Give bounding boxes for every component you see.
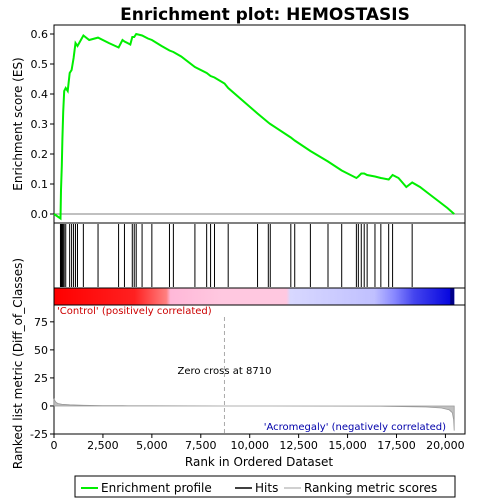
legend-label-metric: Ranking metric scores [304, 481, 437, 495]
metric-ytick-label: 0 [41, 400, 48, 413]
chart-title: Enrichment plot: HEMOSTASIS [120, 5, 410, 25]
es-ylabel: Enrichment score (ES) [11, 57, 25, 190]
metric-ytick-label: 50 [34, 344, 48, 357]
x-tick-label: 5,000 [136, 439, 168, 452]
rank-colorbar-fill [54, 288, 455, 305]
metric-panel-frame [53, 304, 466, 435]
legend-frame [74, 475, 456, 498]
metric-ticks: -25 0 25 50 75 [30, 316, 54, 441]
x-tick-label: 12,500 [279, 439, 318, 452]
x-tick-label: 10,000 [230, 439, 269, 452]
es-ytick-label: 0.4 [31, 88, 49, 101]
x-axis-label: Rank in Ordered Dataset [185, 455, 333, 469]
es-panel: 0.0 0.1 0.2 0.3 0.4 0.5 0.6 Enrichment score (… [11, 24, 466, 224]
x-tick-label: 7,500 [185, 439, 217, 452]
positive-label: 'Control' (positively correlated) [57, 306, 212, 317]
negative-label: 'Acromegaly' (negatively correlated) [264, 422, 446, 433]
es-line [53, 32, 455, 221]
metric-ylabel: Ranked list metric (Diff_of_Classes) [11, 258, 25, 469]
es-ytick-label: 0.0 [31, 208, 49, 221]
legend: Enrichment profile Hits Ranking metric s… [74, 475, 456, 498]
hits-panel-frame [53, 222, 466, 289]
title-group: Enrichment plot: HEMOSTASIS [120, 5, 410, 25]
x-tick-label: 0 [51, 439, 58, 452]
x-axis-ticks: 0 2,500 5,000 7,500 10,000 12,500 15,000 17,500… [51, 434, 465, 452]
zero-cross-label: Zero cross at 8710 [177, 366, 271, 377]
rank-colorbar-end [450, 288, 455, 305]
metric-ytick-label: 25 [34, 372, 48, 385]
es-panel-frame [53, 24, 466, 224]
metric-area [53, 398, 455, 431]
metric-ytick-label: 75 [34, 316, 48, 329]
colorbar-panel [53, 287, 466, 306]
es-ytick-label: 0.3 [31, 118, 49, 131]
legend-label-hits: Hits [255, 481, 278, 495]
hits-group [59, 224, 413, 287]
es-ytick-label: 0.1 [31, 178, 49, 191]
es-ytick-label: 0.5 [31, 58, 49, 71]
metric-ytick-label: -25 [30, 428, 48, 441]
es-ytick-label: 0.2 [31, 148, 49, 161]
x-tick-label: 2,500 [87, 439, 119, 452]
x-tick-label: 17,500 [377, 439, 416, 452]
x-tick-label: 15,000 [328, 439, 367, 452]
x-tick-label: 20,000 [426, 439, 465, 452]
es-ytick-label: 0.6 [31, 28, 49, 41]
es-ticks: 0.0 0.1 0.2 0.3 0.4 0.5 0.6 [31, 28, 54, 221]
legend-label-enrichment: Enrichment profile [101, 481, 212, 495]
hits-panel [53, 222, 466, 289]
